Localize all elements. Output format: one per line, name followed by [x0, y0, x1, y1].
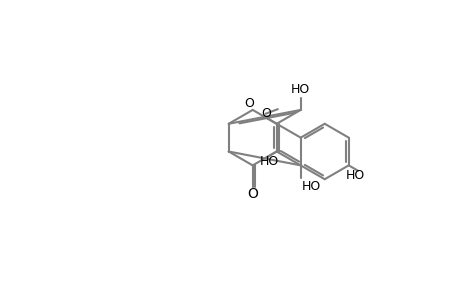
Text: O: O	[260, 107, 270, 120]
Text: HO: HO	[291, 83, 310, 96]
Text: O: O	[243, 97, 253, 110]
Text: HO: HO	[259, 155, 278, 168]
Text: HO: HO	[345, 169, 364, 182]
Text: HO: HO	[301, 180, 320, 193]
Text: O: O	[247, 187, 257, 201]
